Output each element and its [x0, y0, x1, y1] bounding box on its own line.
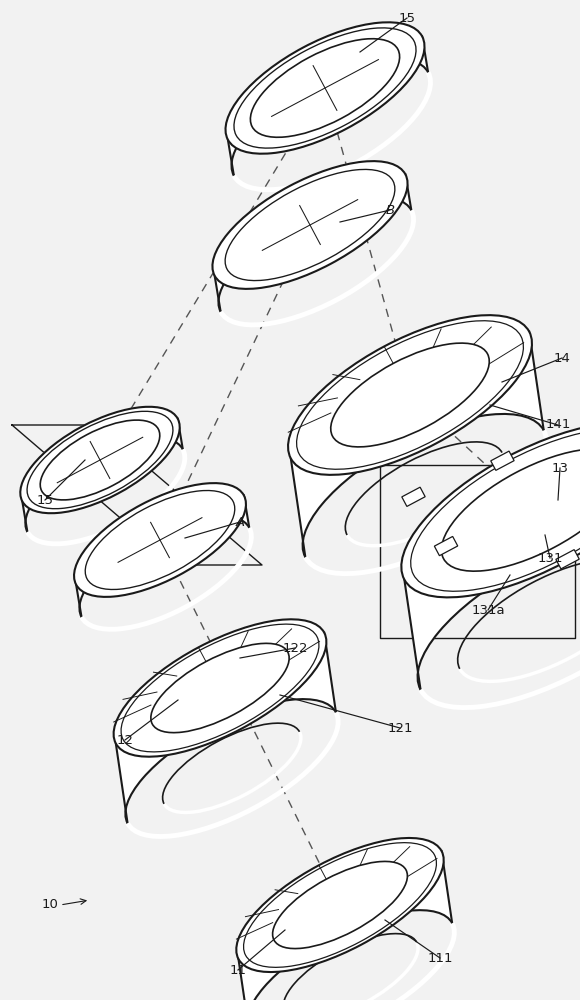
Text: A: A	[235, 516, 245, 528]
Polygon shape	[491, 451, 514, 470]
Text: 131: 131	[537, 552, 563, 564]
Ellipse shape	[236, 838, 444, 972]
Polygon shape	[20, 407, 183, 532]
Text: 14: 14	[553, 352, 571, 364]
Text: 12: 12	[117, 734, 133, 746]
Polygon shape	[212, 161, 411, 312]
Text: 13: 13	[552, 462, 568, 475]
Polygon shape	[288, 315, 544, 557]
Ellipse shape	[251, 39, 400, 137]
Polygon shape	[556, 550, 579, 569]
Text: 11: 11	[230, 964, 246, 976]
Ellipse shape	[441, 449, 580, 571]
Text: 15: 15	[37, 493, 53, 506]
Polygon shape	[226, 22, 428, 176]
Text: 121: 121	[387, 722, 413, 734]
Text: 111: 111	[427, 952, 453, 964]
Ellipse shape	[331, 343, 490, 447]
Polygon shape	[236, 838, 452, 1000]
Ellipse shape	[212, 161, 408, 289]
Ellipse shape	[273, 861, 407, 949]
Polygon shape	[114, 619, 336, 823]
Polygon shape	[401, 423, 580, 690]
Ellipse shape	[40, 420, 160, 500]
Ellipse shape	[226, 22, 425, 154]
Ellipse shape	[114, 619, 327, 757]
Ellipse shape	[401, 423, 580, 597]
Text: 122: 122	[282, 642, 308, 654]
Ellipse shape	[151, 643, 289, 733]
Text: 10: 10	[42, 898, 59, 912]
Text: B: B	[386, 204, 394, 217]
Text: 131a: 131a	[471, 603, 505, 616]
Text: 141: 141	[545, 418, 571, 432]
Polygon shape	[74, 483, 249, 617]
Polygon shape	[434, 536, 458, 556]
Text: 15: 15	[398, 11, 415, 24]
Ellipse shape	[288, 315, 532, 475]
Polygon shape	[402, 487, 425, 506]
Ellipse shape	[20, 407, 180, 513]
Ellipse shape	[74, 483, 246, 597]
